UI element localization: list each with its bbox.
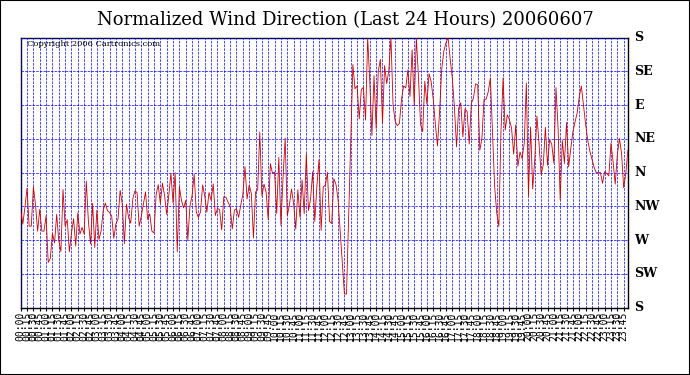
Text: SW: SW: [634, 267, 657, 280]
Text: Normalized Wind Direction (Last 24 Hours) 20060607: Normalized Wind Direction (Last 24 Hours…: [97, 11, 593, 29]
Text: Copyright 2006 Cartronics.com: Copyright 2006 Cartronics.com: [27, 40, 160, 48]
Text: E: E: [634, 99, 644, 111]
Text: S: S: [634, 301, 643, 314]
Text: NW: NW: [634, 200, 660, 213]
Text: SE: SE: [634, 65, 653, 78]
Text: NE: NE: [634, 132, 655, 145]
Text: S: S: [634, 31, 643, 44]
Text: W: W: [634, 234, 648, 246]
Text: N: N: [634, 166, 645, 179]
